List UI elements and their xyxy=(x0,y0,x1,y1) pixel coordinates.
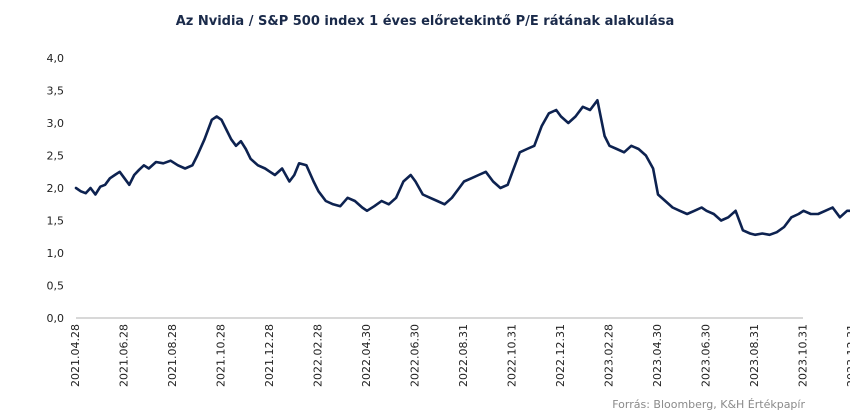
y-tick-label: 4,0 xyxy=(47,52,65,65)
x-axis-tick-labels: 2021.04.28 2021.06.28 2021.08.28 2021.10.28… xyxy=(69,324,850,387)
x-tick-label: 2023.10.31 xyxy=(797,324,810,387)
y-tick-label: 1,5 xyxy=(47,215,65,228)
x-tick-label: 2023.12.31 xyxy=(845,324,850,387)
x-tick-label: 2022.04.30 xyxy=(360,324,373,387)
y-tick-label: 3,0 xyxy=(47,117,65,130)
y-tick-label: 0,5 xyxy=(47,280,65,293)
x-tick-label: 2021.04.28 xyxy=(69,324,82,387)
x-tick-label: 2022.10.31 xyxy=(506,324,519,387)
x-tick-label: 2022.02.28 xyxy=(312,324,325,387)
x-tick-label: 2021.10.28 xyxy=(215,324,228,387)
x-tick-label: 2023.04.30 xyxy=(651,324,664,387)
x-tick-label: 2023.02.28 xyxy=(603,324,616,387)
y-tick-label: 3,5 xyxy=(47,85,65,98)
x-tick-label: 2021.08.28 xyxy=(166,324,179,387)
source-note: Forrás: Bloomberg, K&H Értékpapír xyxy=(612,398,805,411)
x-tick-label: 2022.08.31 xyxy=(457,324,470,387)
y-tick-label: 2,0 xyxy=(47,182,65,195)
y-axis-tick-labels: 0,0 0,5 1,0 1,5 2,0 2,5 3,0 3,5 4,0 xyxy=(47,52,65,325)
x-tick-label: 2022.12.31 xyxy=(554,324,567,387)
y-tick-label: 1,0 xyxy=(47,247,65,260)
x-tick-label: 2021.12.28 xyxy=(263,324,276,387)
x-tick-label: 2021.06.28 xyxy=(118,324,131,387)
chart-title: Az Nvidia / S&P 500 index 1 éves előrete… xyxy=(176,14,675,29)
x-tick-label: 2023.08.31 xyxy=(748,324,761,387)
x-tick-label: 2022.06.30 xyxy=(409,324,422,387)
x-tick-label: 2023.06.30 xyxy=(700,324,713,387)
y-tick-label: 0,0 xyxy=(47,312,65,325)
pe-ratio-series-line xyxy=(74,99,850,237)
y-tick-label: 2,5 xyxy=(47,150,65,163)
